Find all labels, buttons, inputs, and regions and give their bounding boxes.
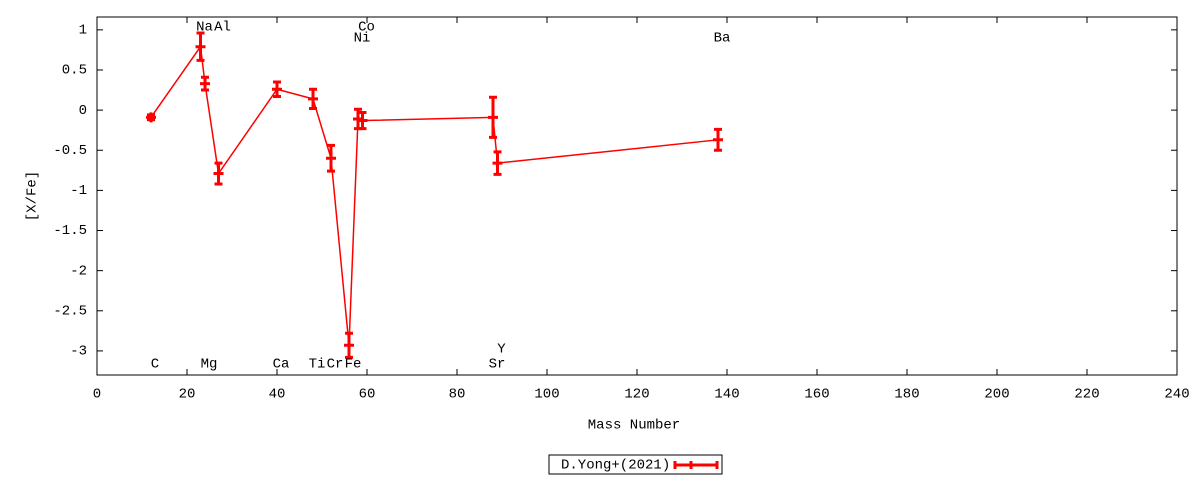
x-tick-label: 80 xyxy=(449,387,466,403)
data-point xyxy=(713,134,723,145)
data-point xyxy=(272,84,282,95)
data-point xyxy=(344,340,354,351)
x-axis-label: Mass Number xyxy=(588,418,680,434)
data-point xyxy=(488,112,498,123)
data-point xyxy=(146,112,156,123)
x-tick-label: 60 xyxy=(359,387,376,403)
element-label: C xyxy=(151,357,159,373)
element-label: Cr xyxy=(327,357,344,373)
y-tick-label: 0 xyxy=(79,103,87,119)
element-label: Ba xyxy=(714,31,731,47)
y-tick-label: -0.5 xyxy=(53,143,87,159)
data-point xyxy=(308,93,318,104)
element-label: Y xyxy=(497,342,506,358)
data-point xyxy=(326,153,336,164)
x-tick-label: 180 xyxy=(894,387,919,403)
y-tick-label: -1 xyxy=(70,183,87,199)
element-label: Na xyxy=(196,20,213,36)
legend-label: D.Yong+(2021) xyxy=(561,458,670,474)
data-point xyxy=(213,168,224,179)
element-label: Al xyxy=(214,20,231,36)
element-label: Ca xyxy=(273,357,290,373)
y-tick-label: 0.5 xyxy=(62,63,87,79)
element-label: Sr xyxy=(489,357,506,373)
data-point xyxy=(357,115,368,126)
element-label: Ti xyxy=(309,357,326,373)
x-tick-label: 20 xyxy=(179,387,196,403)
element-label: Mg xyxy=(201,357,218,373)
x-tick-label: 200 xyxy=(984,387,1009,403)
x-tick-label: 120 xyxy=(624,387,649,403)
x-tick-label: 160 xyxy=(804,387,829,403)
data-point xyxy=(195,41,206,52)
y-tick-label: -2 xyxy=(70,263,87,279)
y-tick-label: -3 xyxy=(70,344,87,360)
element-label: Fe xyxy=(345,357,362,373)
legend-swatch xyxy=(673,461,719,469)
x-tick-label: 240 xyxy=(1164,387,1189,403)
data-point xyxy=(492,158,503,169)
element-label: Ni xyxy=(354,31,371,47)
legend-box xyxy=(548,454,723,475)
x-tick-label: 100 xyxy=(534,387,559,403)
x-tick-label: 220 xyxy=(1074,387,1099,403)
x-tick-label: 140 xyxy=(714,387,739,403)
y-tick-label: -2.5 xyxy=(53,303,87,319)
y-tick-label: 1 xyxy=(79,23,87,39)
x-tick-label: 40 xyxy=(269,387,286,403)
data-point xyxy=(200,78,210,89)
y-tick-label: -1.5 xyxy=(53,223,87,239)
plot-frame xyxy=(96,16,1178,376)
y-axis-label: [X/Fe] xyxy=(25,171,41,221)
data-line xyxy=(150,44,719,346)
element-label: Co xyxy=(358,20,375,36)
x-tick-label: 0 xyxy=(93,387,101,403)
